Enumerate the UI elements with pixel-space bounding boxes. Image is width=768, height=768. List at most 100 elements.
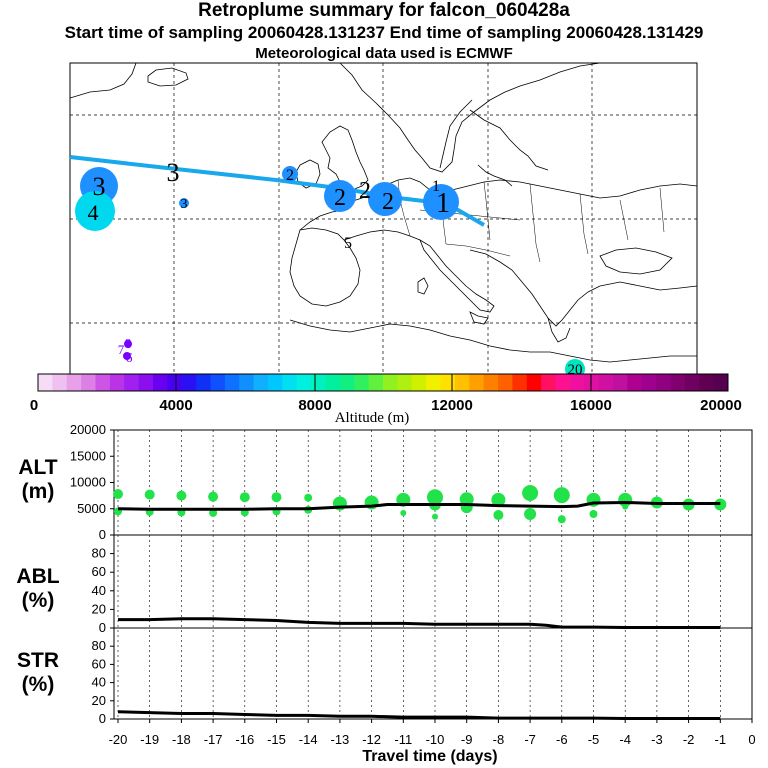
x-tick-label: -2	[683, 732, 695, 747]
colorbar-swatch	[483, 374, 499, 391]
colorbar-swatch	[613, 374, 628, 391]
x-tick-label: -17	[204, 732, 223, 747]
colorbar-swatch	[167, 374, 183, 391]
colorbar-swatch	[153, 374, 168, 391]
x-tick-label: -5	[588, 732, 600, 747]
map-cluster-blobs	[75, 166, 585, 379]
colorbar-tick-20000: 20000	[700, 397, 742, 414]
colorbar-tick-12000: 12000	[431, 397, 473, 414]
met-data-note: Meteorological data used is ECMWF	[255, 45, 513, 62]
colorbar-swatch	[598, 374, 614, 391]
abl-axis-label: ABL (%)	[3, 565, 73, 613]
colorbar-swatch	[426, 374, 441, 391]
str-axis-label-unit: (%)	[21, 673, 55, 696]
x-tick-label: -6	[556, 732, 568, 747]
alt-cluster-point	[144, 489, 155, 500]
alt-cluster-point	[622, 503, 629, 510]
alt-cluster-point	[524, 508, 537, 520]
colorbar-swatch	[339, 374, 355, 391]
sampling-times: Start time of sampling 20060428.131237 E…	[64, 23, 704, 42]
x-tick-label: -11	[394, 732, 412, 747]
y-tick-label: 80	[92, 638, 106, 653]
colorbar-swatch	[411, 374, 427, 391]
alt-axis-label-unit: (m)	[21, 480, 55, 503]
chart-marks	[113, 485, 727, 721]
y-tick-label: 40	[92, 583, 106, 598]
colorbar-swatch	[253, 374, 269, 391]
colorbar-swatch	[641, 374, 657, 391]
y-tick-label: 0	[99, 527, 106, 542]
abl-axis-label-unit: (%)	[21, 589, 55, 612]
colorbar-swatch	[124, 374, 140, 391]
alt-cluster-point	[271, 492, 282, 503]
y-tick-labels: 20000 15000 10000 5000 0 80 60 40 20 0 80 60 40 20 0	[70, 422, 114, 726]
colorbar-swatch	[66, 374, 82, 391]
alt-panel	[113, 429, 753, 536]
alt-cluster-point	[208, 491, 219, 502]
alt-cluster-point	[400, 509, 407, 516]
colorbar-swatch	[469, 374, 485, 391]
map-label-cluster-2a: 2	[334, 185, 346, 211]
map-label-plain-2: 2	[359, 178, 371, 204]
map-label-plain-1: 1	[432, 178, 440, 195]
colorbar-swatch	[224, 374, 240, 391]
colorbar-swatch	[656, 374, 671, 391]
alt-cluster-point	[493, 510, 504, 521]
x-tick-label: -18	[172, 732, 191, 747]
y-tick-label: 10000	[70, 475, 106, 490]
colorbar-frame	[37, 373, 729, 392]
day-gridlines	[117, 430, 721, 719]
colorbar-swatch	[95, 374, 111, 391]
map-panel: 3 4 3 3 2 2 2 2 1 1 5 8 6 7 20	[69, 62, 698, 379]
alt-axis-label: ALT (m)	[3, 456, 73, 504]
map-label-small-3: 3	[181, 197, 188, 212]
alt-cluster-point	[432, 513, 438, 520]
alt-cluster-point	[491, 492, 506, 507]
map-label-small-6: 6	[126, 351, 133, 366]
colorbar-swatch	[684, 374, 700, 391]
colorbar-swatch	[311, 374, 326, 391]
y-tick-label: 20000	[70, 422, 106, 437]
alt-cluster-point	[553, 487, 570, 504]
chart-title: Retroplume summary for falcon_060428a	[198, 0, 570, 21]
colorbar-tick-0: 0	[30, 397, 38, 414]
x-tick-label: -12	[362, 732, 381, 747]
colorbar-swatch	[138, 374, 154, 391]
alt-cluster-point	[460, 501, 473, 514]
x-tick-label: -14	[299, 732, 318, 747]
colorbar-swatch	[440, 374, 456, 391]
map-label-cluster-4: 4	[88, 200, 99, 225]
map-grid	[70, 63, 697, 374]
colorbar-swatch	[569, 374, 585, 391]
colorbar-swatch	[397, 374, 413, 391]
map-label-small-7: 7	[118, 342, 125, 357]
y-tick-label: 40	[92, 675, 106, 690]
alt-cluster-point	[113, 489, 123, 500]
colorbar-swatch	[196, 374, 211, 391]
alt-median-line	[117, 500, 721, 511]
colorbar-swatch	[282, 374, 298, 391]
abl-panel	[113, 534, 753, 629]
alt-axis-label-name: ALT	[18, 456, 58, 479]
y-tick-label: 20	[92, 601, 106, 616]
x-axis-label: Travel time (days)	[362, 748, 498, 765]
colorbar-swatch	[296, 374, 312, 391]
colorbar-swatch	[699, 374, 715, 391]
abl-axis-label-name: ABL	[16, 565, 60, 588]
x-tick-label: -10	[426, 732, 445, 747]
y-tick-label: 20	[92, 693, 106, 708]
colorbar-swatch	[454, 374, 470, 391]
colorbar-swatch	[354, 374, 370, 391]
alt-cluster-point	[239, 492, 250, 503]
map-label-small-8: 8	[125, 337, 132, 352]
alt-cluster-point	[557, 515, 566, 524]
x-tick-label: -1	[715, 732, 727, 747]
colorbar-swatch	[109, 374, 125, 391]
str-panel	[113, 627, 753, 720]
y-tick-label: 60	[92, 656, 106, 671]
colorbar-swatch	[52, 374, 68, 391]
x-tick-label: -16	[235, 732, 254, 747]
colorbar-swatch	[584, 374, 600, 391]
colorbar-label: Altitude (m)	[335, 410, 410, 426]
